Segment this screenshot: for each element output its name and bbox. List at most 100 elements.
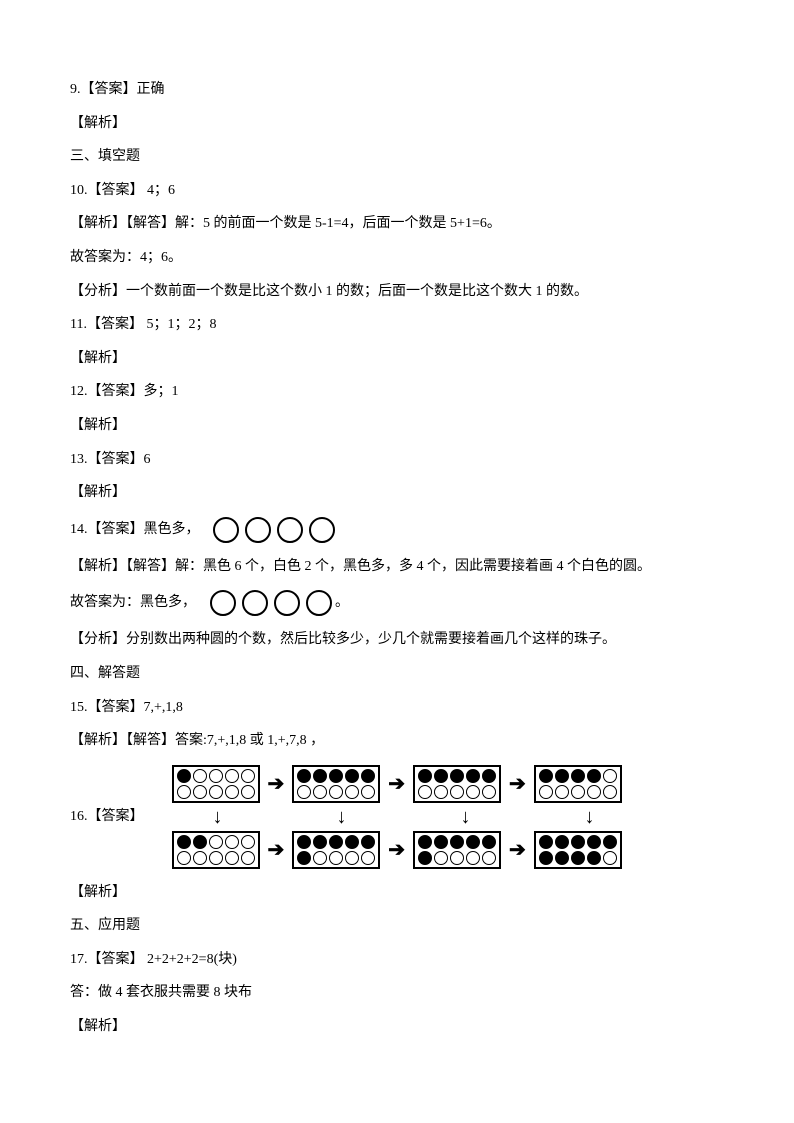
- empty-dot-icon: [603, 851, 617, 865]
- filled-dot-icon: [571, 769, 585, 783]
- filled-dot-icon: [297, 769, 311, 783]
- empty-dot-icon: [603, 769, 617, 783]
- empty-dot-icon: [482, 785, 496, 799]
- filled-dot-icon: [571, 835, 585, 849]
- section-4-title: 四、解答题: [70, 664, 724, 684]
- arrow-right-icon: ➔: [268, 840, 285, 860]
- empty-dot-icon: [209, 769, 223, 783]
- filled-dot-icon: [361, 769, 375, 783]
- filled-dot-icon: [450, 835, 464, 849]
- arrow-down-icon: ↓: [296, 807, 388, 827]
- dot-box: [413, 831, 501, 869]
- q14-answer: 14.【答案】黑色多，: [70, 517, 724, 543]
- empty-dot-icon: [434, 785, 448, 799]
- empty-dot-icon: [193, 785, 207, 799]
- q10-analysis-2: 故答案为：4；6。: [70, 248, 724, 268]
- empty-dot-icon: [361, 785, 375, 799]
- dot-box: [292, 765, 380, 803]
- filled-dot-icon: [539, 851, 553, 865]
- empty-dot-icon: [209, 851, 223, 865]
- filled-dot-icon: [418, 835, 432, 849]
- filled-dot-icon: [434, 769, 448, 783]
- empty-dot-icon: [539, 785, 553, 799]
- empty-dot-icon: [329, 785, 343, 799]
- filled-dot-icon: [555, 835, 569, 849]
- empty-dot-icon: [241, 769, 255, 783]
- filled-dot-icon: [539, 835, 553, 849]
- q16-answer: 16.【答案】 ➔➔➔↓↓↓↓➔➔➔: [70, 765, 724, 869]
- arrow-right-icon: ➔: [388, 840, 405, 860]
- empty-dot-icon: [571, 785, 585, 799]
- q14-circles-2: [210, 590, 332, 616]
- dot-box: [172, 765, 260, 803]
- filled-dot-icon: [555, 851, 569, 865]
- empty-dot-icon: [450, 785, 464, 799]
- q16-diagram: ➔➔➔↓↓↓↓➔➔➔: [172, 765, 636, 869]
- empty-dot-icon: [587, 785, 601, 799]
- open-circle-icon: [210, 590, 236, 616]
- empty-dot-icon: [209, 785, 223, 799]
- open-circle-icon: [213, 517, 239, 543]
- empty-dot-icon: [241, 785, 255, 799]
- filled-dot-icon: [539, 769, 553, 783]
- filled-dot-icon: [193, 835, 207, 849]
- dot-box: [172, 831, 260, 869]
- q17-answer: 17.【答案】 2+2+2+2=8(块): [70, 950, 724, 970]
- q14-circles: [213, 517, 335, 543]
- open-circle-icon: [245, 517, 271, 543]
- empty-dot-icon: [450, 851, 464, 865]
- empty-dot-icon: [466, 785, 480, 799]
- q10-analysis-3: 【分析】一个数前面一个数是比这个数小 1 的数；后面一个数是比这个数大 1 的数…: [70, 282, 724, 302]
- filled-dot-icon: [329, 835, 343, 849]
- q14-analysis-1: 【解析】【解答】解：黑色 6 个，白色 2 个，黑色多，多 4 个，因此需要接着…: [70, 557, 724, 577]
- open-circle-icon: [242, 590, 268, 616]
- filled-dot-icon: [603, 835, 617, 849]
- empty-dot-icon: [225, 835, 239, 849]
- empty-dot-icon: [177, 851, 191, 865]
- filled-dot-icon: [587, 851, 601, 865]
- empty-dot-icon: [482, 851, 496, 865]
- q11-answer: 11.【答案】 5；1；2；8: [70, 315, 724, 335]
- empty-dot-icon: [193, 769, 207, 783]
- q9-answer: 9.【答案】正确: [70, 80, 724, 100]
- q17-analysis-1: 答：做 4 套衣服共需要 8 块布: [70, 983, 724, 1003]
- q13-answer: 13.【答案】6: [70, 450, 724, 470]
- dot-box: [292, 831, 380, 869]
- section-5-title: 五、应用题: [70, 916, 724, 936]
- filled-dot-icon: [345, 835, 359, 849]
- q15-answer: 15.【答案】7,+,1,8: [70, 698, 724, 718]
- dot-box: [413, 765, 501, 803]
- q16-analysis: 【解析】: [70, 883, 724, 903]
- empty-dot-icon: [297, 785, 311, 799]
- empty-dot-icon: [209, 835, 223, 849]
- arrow-down-icon: ↓: [420, 807, 512, 827]
- dot-box: [534, 831, 622, 869]
- filled-dot-icon: [361, 835, 375, 849]
- filled-dot-icon: [587, 769, 601, 783]
- filled-dot-icon: [482, 769, 496, 783]
- empty-dot-icon: [225, 785, 239, 799]
- q10-analysis-1: 【解析】【解答】解：5 的前面一个数是 5-1=4，后面一个数是 5+1=6。: [70, 214, 724, 234]
- q11-analysis: 【解析】: [70, 349, 724, 369]
- q14-ans2-suffix: 。: [335, 596, 349, 611]
- q17-analysis-2: 【解析】: [70, 1017, 724, 1037]
- empty-dot-icon: [555, 785, 569, 799]
- empty-dot-icon: [313, 785, 327, 799]
- empty-dot-icon: [193, 851, 207, 865]
- open-circle-icon: [274, 590, 300, 616]
- filled-dot-icon: [177, 769, 191, 783]
- empty-dot-icon: [418, 785, 432, 799]
- dot-box: [534, 765, 622, 803]
- q14-ans2-prefix: 故答案为：黑色多，: [70, 596, 196, 611]
- filled-dot-icon: [297, 835, 311, 849]
- filled-dot-icon: [313, 835, 327, 849]
- q13-analysis: 【解析】: [70, 483, 724, 503]
- filled-dot-icon: [450, 769, 464, 783]
- q15-analysis: 【解析】【解答】答案:7,+,1,8 或 1,+,7,8 ，: [70, 731, 724, 751]
- filled-dot-icon: [418, 769, 432, 783]
- filled-dot-icon: [345, 769, 359, 783]
- filled-dot-icon: [313, 769, 327, 783]
- open-circle-icon: [309, 517, 335, 543]
- empty-dot-icon: [177, 785, 191, 799]
- filled-dot-icon: [482, 835, 496, 849]
